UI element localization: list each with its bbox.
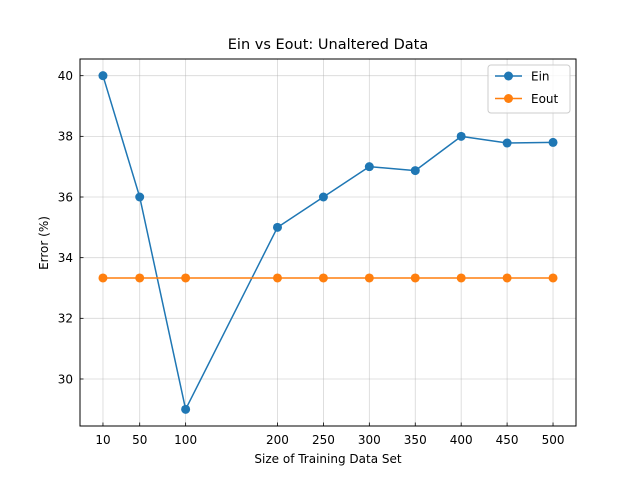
data-point (135, 273, 145, 283)
data-point (456, 131, 466, 141)
x-tick-label: 350 (404, 433, 427, 447)
data-point (98, 273, 108, 283)
data-point (364, 273, 374, 283)
y-tick-label: 34 (58, 251, 73, 265)
y-tick-label: 38 (58, 130, 73, 144)
data-point (181, 273, 191, 283)
data-point (135, 192, 145, 202)
x-tick-label: 400 (450, 433, 473, 447)
data-point (456, 273, 466, 283)
data-point (548, 137, 558, 147)
data-point (410, 273, 420, 283)
data-point (318, 273, 328, 283)
y-tick-label: 40 (58, 69, 73, 83)
series-layer (98, 71, 558, 414)
series-ein (98, 71, 558, 414)
data-point (502, 273, 512, 283)
y-axis-label: Error (%) (37, 216, 51, 270)
series-eout (98, 273, 558, 283)
series-line-ein (102, 75, 554, 411)
data-point (181, 404, 191, 414)
data-point (272, 222, 282, 232)
x-axis-label: Size of Training Data Set (254, 452, 401, 466)
x-tick-label: 10 (95, 433, 110, 447)
y-tick-label: 36 (58, 190, 73, 204)
data-point (318, 192, 328, 202)
legend-swatch-marker (504, 94, 513, 103)
legend-swatch-marker (504, 71, 513, 81)
x-tick-label: 250 (312, 433, 335, 447)
y-tick-label: 30 (58, 372, 73, 386)
grid (80, 59, 576, 426)
x-tick-label: 200 (266, 433, 289, 447)
data-point (98, 71, 108, 81)
chart-title: Ein vs Eout: Unaltered Data (228, 37, 428, 53)
x-tick-label: 50 (132, 433, 147, 447)
data-point (272, 273, 282, 283)
legend-label: Ein (531, 69, 550, 83)
x-tick-label: 500 (542, 433, 565, 447)
x-tick-label: 450 (496, 433, 519, 447)
x-tick-label: 100 (174, 433, 197, 447)
data-point (410, 166, 420, 176)
x-tick-label: 300 (358, 433, 381, 447)
data-point (364, 162, 374, 172)
legend: Ein Eout (487, 64, 571, 114)
y-tick-label: 32 (58, 312, 73, 326)
data-point (502, 138, 512, 148)
plot-frame (79, 58, 577, 427)
data-point (548, 273, 558, 283)
ticks: 10 50 100 200 250 300 350 400 450 500 30 32 34 36 38 40 (58, 69, 565, 447)
legend-label: Eout (531, 92, 559, 106)
